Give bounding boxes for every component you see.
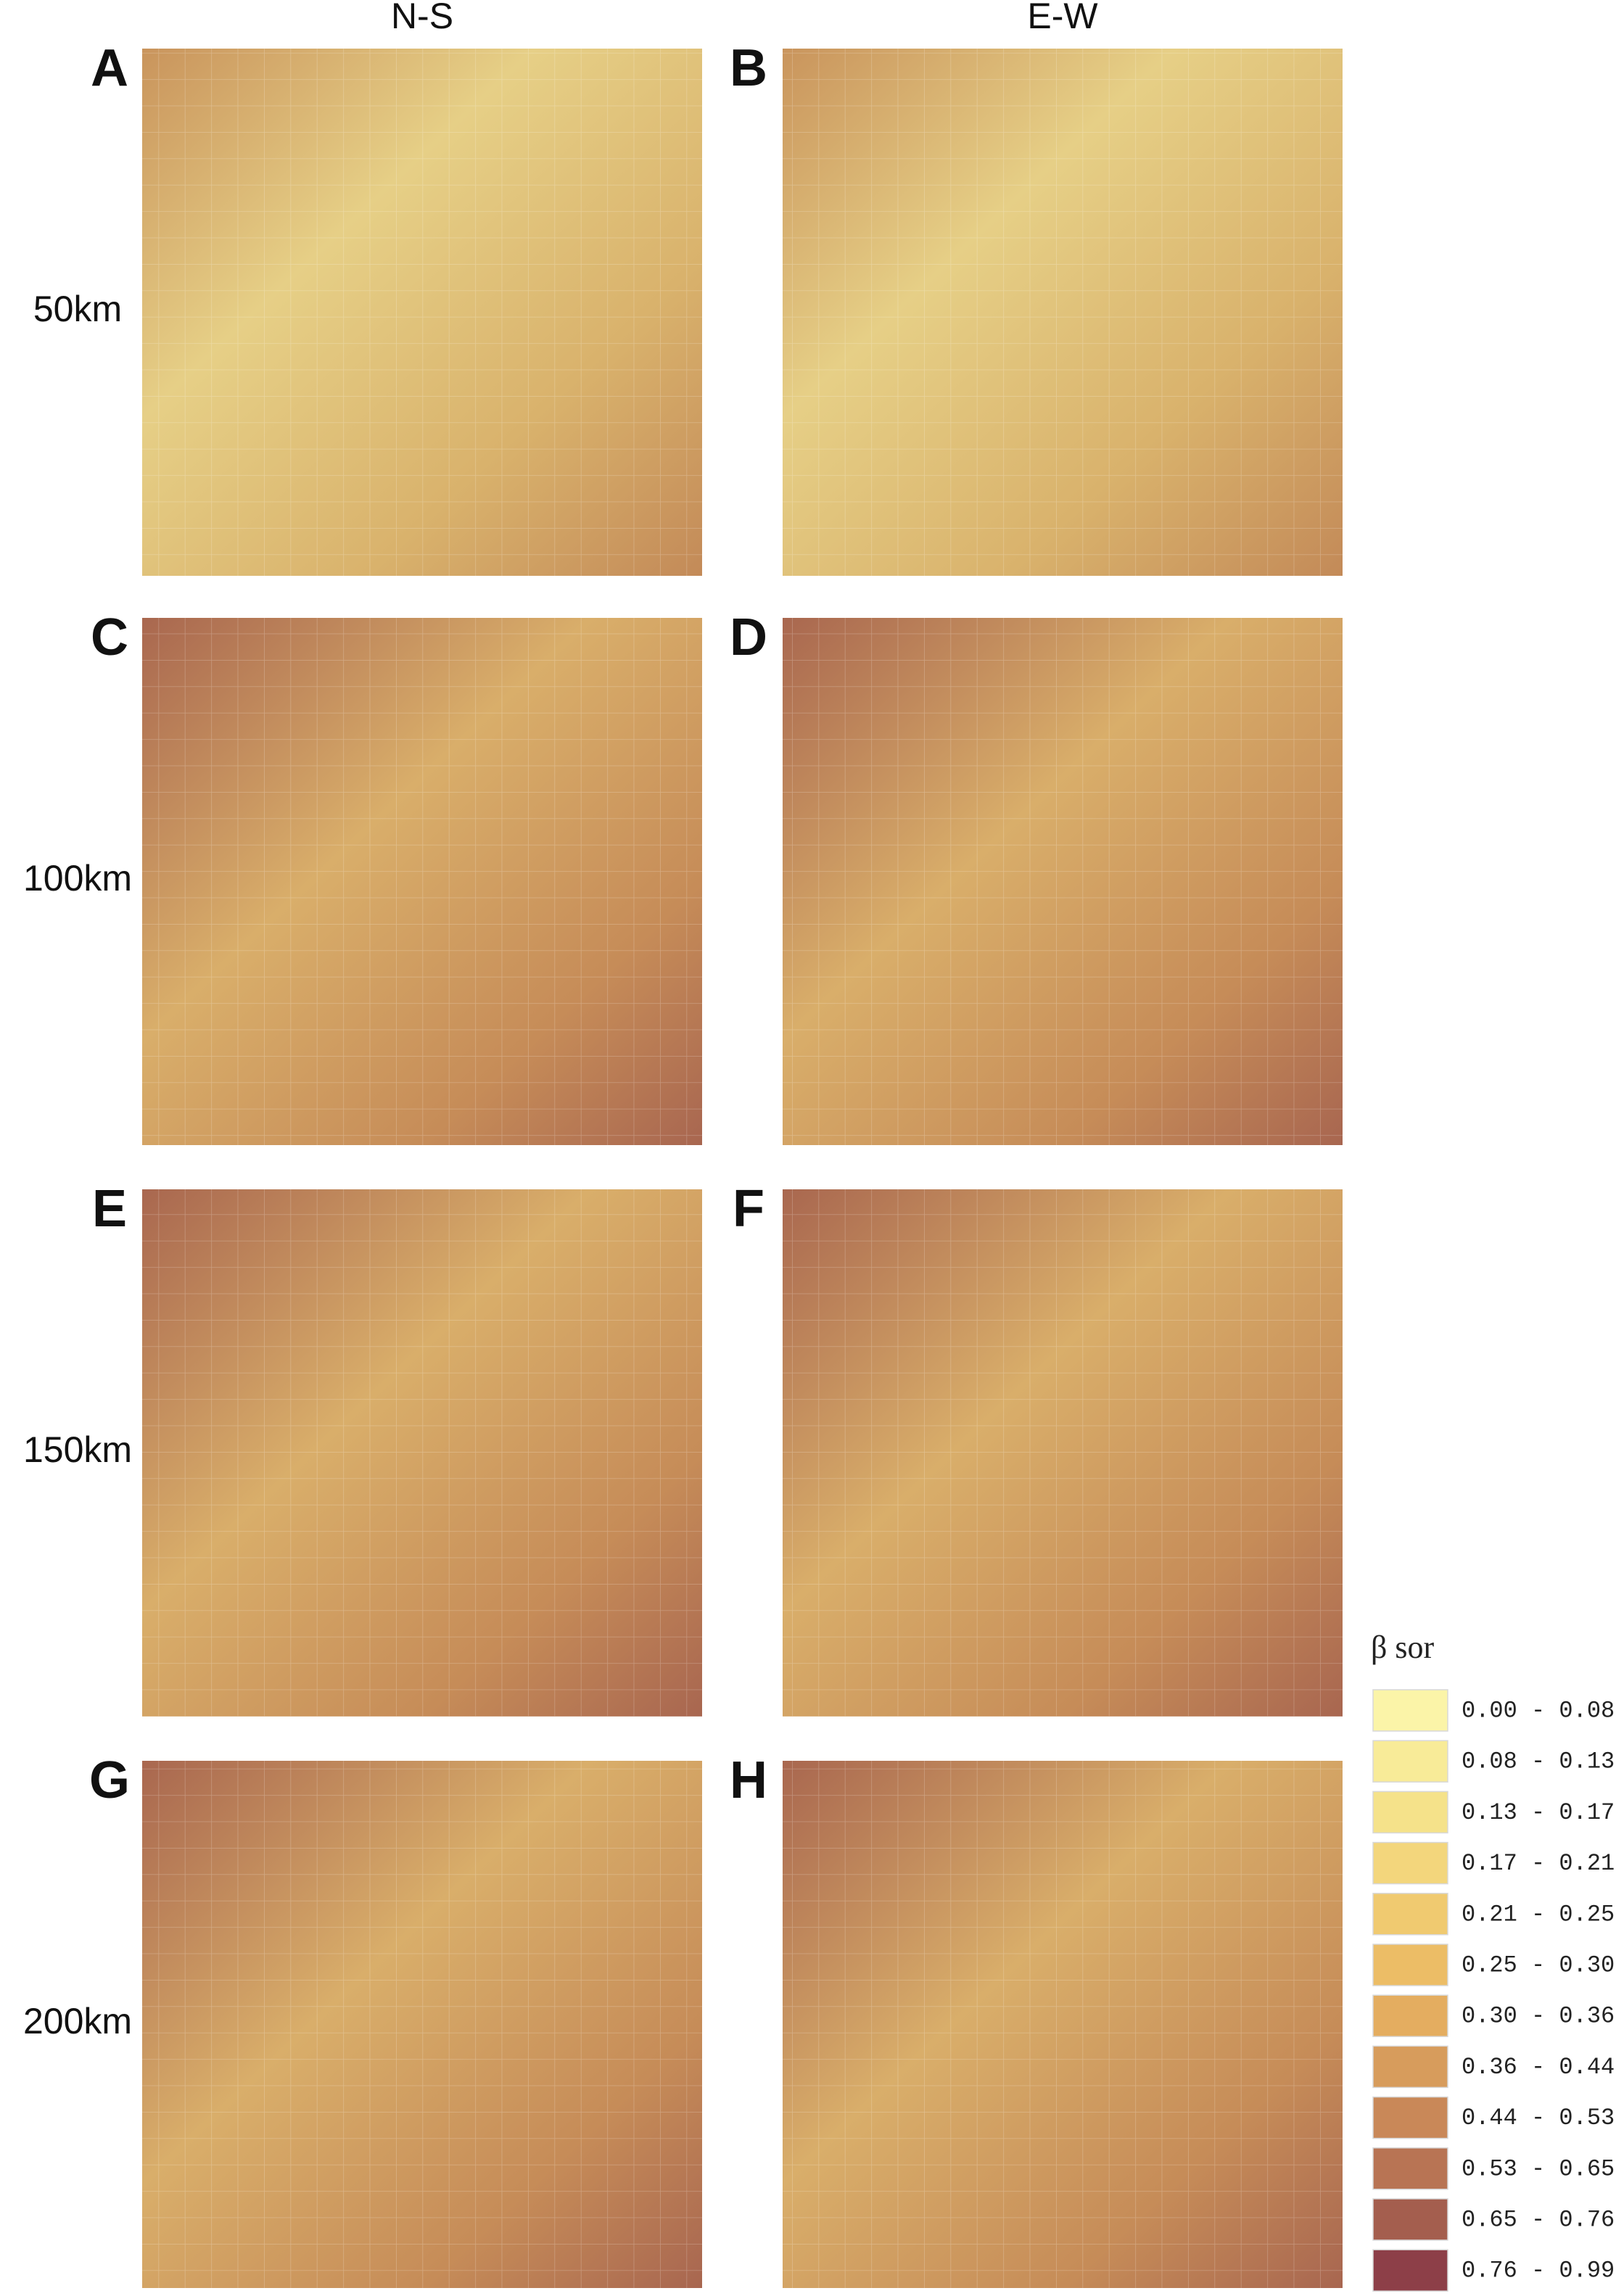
legend-label: 0.13 - 0.17 [1462, 1799, 1615, 1826]
legend-label: 0.65 - 0.76 [1462, 2206, 1615, 2233]
legend-label: 0.53 - 0.65 [1462, 2155, 1615, 2182]
map-grid [142, 618, 702, 1145]
row-label: 150km [23, 1429, 132, 1470]
map-grid [783, 49, 1343, 576]
panel-letter: D [730, 608, 767, 666]
legend-swatch [1372, 1689, 1448, 1732]
row-label: 200km [23, 2001, 132, 2041]
legend-swatch [1372, 1994, 1448, 2037]
legend-label: 0.08 - 0.13 [1462, 1748, 1615, 1775]
panel-letter: A [91, 39, 128, 97]
map-grid [142, 1761, 702, 2288]
legend-label: 0.25 - 0.30 [1462, 1952, 1615, 1978]
legend-title: β sor [1371, 1630, 1435, 1665]
legend-label: 0.76 - 0.99 [1462, 2258, 1615, 2284]
legend-swatch [1372, 1944, 1448, 1986]
legend-swatch [1372, 1791, 1448, 1834]
row-label: 50km [33, 289, 122, 329]
map-grid [783, 1761, 1343, 2288]
map-grid [142, 49, 702, 576]
legend-swatch [1372, 2198, 1448, 2241]
map-grid [783, 618, 1343, 1145]
panel-letter: C [91, 608, 128, 666]
legend-swatch [1372, 1893, 1448, 1936]
layer: N-S E-W 50km 100km 150km 200km A B C D E F G Hβ sor 0.… [23, 0, 1615, 2292]
column-header: E-W [1027, 0, 1098, 36]
panel-letter: B [730, 39, 767, 97]
legend-swatch [1372, 2147, 1448, 2190]
legend-swatch [1372, 2045, 1448, 2089]
legend-label: 0.36 - 0.44 [1462, 2054, 1615, 2081]
panel-letter: G [89, 1751, 130, 1809]
column-header: N-S [391, 0, 453, 36]
legend-swatch [1372, 2249, 1448, 2292]
legend-label: 0.21 - 0.25 [1462, 1901, 1615, 1928]
legend-label: 0.30 - 0.36 [1462, 2003, 1615, 2030]
panel-letter: E [92, 1180, 127, 1238]
legend-swatch [1372, 2096, 1448, 2139]
panel-letter: H [730, 1751, 767, 1809]
legend-label: 0.17 - 0.21 [1462, 1850, 1615, 1877]
panel-letter: F [733, 1180, 764, 1238]
map-grid [783, 1189, 1343, 1717]
legend-label: 0.00 - 0.08 [1462, 1697, 1615, 1724]
legend-swatch [1372, 1841, 1448, 1885]
legend-swatch [1372, 1740, 1448, 1783]
row-label: 100km [23, 858, 132, 899]
legend-label: 0.44 - 0.53 [1462, 2105, 1615, 2131]
map-grid [142, 1189, 702, 1717]
